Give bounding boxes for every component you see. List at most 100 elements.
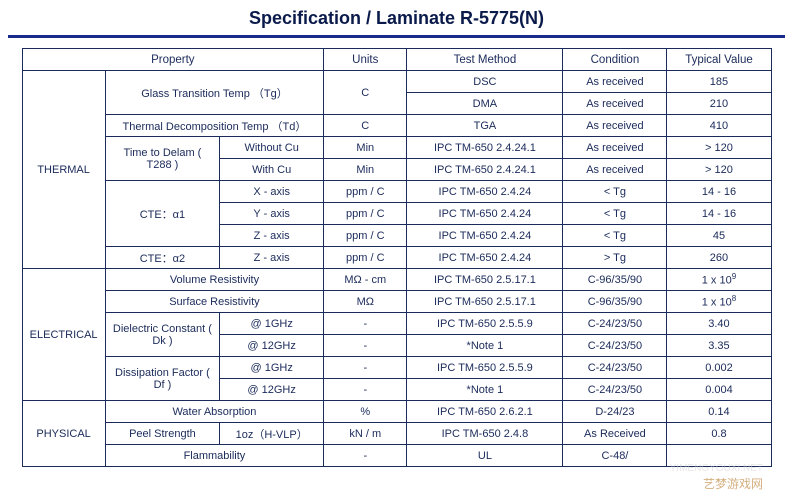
table-row: Surface Resistivity MΩ IPC TM-650 2.5.17… bbox=[22, 291, 771, 313]
cell-cond: D-24/23 bbox=[563, 401, 667, 423]
table-row: Dissipation Factor ( Df ) @ 1GHz - IPC T… bbox=[22, 357, 771, 379]
table-row: PHYSICAL Water Absorption % IPC TM-650 2… bbox=[22, 401, 771, 423]
cell-units: Min bbox=[324, 159, 407, 181]
cell-cond: As received bbox=[563, 159, 667, 181]
prop-t288: Time to Delam ( T288 ) bbox=[105, 137, 219, 181]
cell-units: - bbox=[324, 357, 407, 379]
title-rule bbox=[8, 35, 785, 38]
table-row: Thermal Decomposition Temp （Td） C TGA As… bbox=[22, 115, 771, 137]
cell-val: 0.8 bbox=[667, 423, 771, 445]
cell-units: ppm / C bbox=[324, 225, 407, 247]
cell-cond: As received bbox=[563, 115, 667, 137]
cat-thermal: THERMAL bbox=[22, 71, 105, 269]
hdr-val: Typical Value bbox=[667, 49, 771, 71]
cell-cond: As received bbox=[563, 137, 667, 159]
cell-cond: < Tg bbox=[563, 203, 667, 225]
hdr-property: Property bbox=[22, 49, 324, 71]
hdr-cond: Condition bbox=[563, 49, 667, 71]
cell-tm: IPC TM-650 2.5.5.9 bbox=[407, 313, 563, 335]
cell-cond: C-48/ bbox=[563, 445, 667, 467]
val-pre: 1 x 10 bbox=[702, 275, 732, 287]
cell-val: 0.002 bbox=[667, 357, 771, 379]
cell-val bbox=[667, 445, 771, 467]
cell-cond: As received bbox=[563, 71, 667, 93]
cell-tm: UL bbox=[407, 445, 563, 467]
cell-cond: < Tg bbox=[563, 225, 667, 247]
cell-cond: > Tg bbox=[563, 247, 667, 269]
cell-units: ppm / C bbox=[324, 181, 407, 203]
cell-units: % bbox=[324, 401, 407, 423]
cell-sub: Y - axis bbox=[220, 203, 324, 225]
cell-val: 185 bbox=[667, 71, 771, 93]
cell-tm: TGA bbox=[407, 115, 563, 137]
table-row: Time to Delam ( T288 ) Without Cu Min IP… bbox=[22, 137, 771, 159]
watermark-text: 艺梦游戏网 bbox=[703, 475, 763, 492]
cell-val: > 120 bbox=[667, 159, 771, 181]
cell-val: 0.004 bbox=[667, 379, 771, 401]
cell-tm: IPC TM-650 2.4.24 bbox=[407, 247, 563, 269]
cell-sub: Without Cu bbox=[220, 137, 324, 159]
cell-sub: With Cu bbox=[220, 159, 324, 181]
cell-val: 1 x 108 bbox=[667, 291, 771, 313]
prop-vr: Volume Resistivity bbox=[105, 269, 323, 291]
table-row: CTE：α2 Z - axis ppm / C IPC TM-650 2.4.2… bbox=[22, 247, 771, 269]
cell-val: 410 bbox=[667, 115, 771, 137]
cell-val: 1 x 109 bbox=[667, 269, 771, 291]
cat-physical: PHYSICAL bbox=[22, 401, 105, 467]
cell-tm: IPC TM-650 2.4.24 bbox=[407, 203, 563, 225]
hdr-tm: Test Method bbox=[407, 49, 563, 71]
cell-units: Min bbox=[324, 137, 407, 159]
prop-dk: Dielectric Constant ( Dk ) bbox=[105, 313, 219, 357]
cell-cond: C-24/23/50 bbox=[563, 335, 667, 357]
cell-tm: IPC TM-650 2.5.17.1 bbox=[407, 291, 563, 313]
table-header-row: Property Units Test Method Condition Typ… bbox=[22, 49, 771, 71]
cell-cond: C-96/35/90 bbox=[563, 291, 667, 313]
cell-val: 14 - 16 bbox=[667, 203, 771, 225]
cell-sub: @ 12GHz bbox=[220, 379, 324, 401]
cell-sub: Z - axis bbox=[220, 247, 324, 269]
prop-wa: Water Absorption bbox=[105, 401, 323, 423]
cell-val: 210 bbox=[667, 93, 771, 115]
cat-electrical: ELECTRICAL bbox=[22, 269, 105, 401]
cell-tm: *Note 1 bbox=[407, 335, 563, 357]
cell-units: ppm / C bbox=[324, 247, 407, 269]
prop-fl: Flammability bbox=[105, 445, 323, 467]
cell-tm: *Note 1 bbox=[407, 379, 563, 401]
cell-cond: As received bbox=[563, 93, 667, 115]
table-row: ELECTRICAL Volume Resistivity MΩ - cm IP… bbox=[22, 269, 771, 291]
cell-val: 0.14 bbox=[667, 401, 771, 423]
cell-units: MΩ - cm bbox=[324, 269, 407, 291]
cell-tm: IPC TM-650 2.5.5.9 bbox=[407, 357, 563, 379]
cell-val: > 120 bbox=[667, 137, 771, 159]
cell-units: C bbox=[324, 71, 407, 115]
cell-tm: IPC TM-650 2.4.24 bbox=[407, 181, 563, 203]
prop-sr: Surface Resistivity bbox=[105, 291, 323, 313]
prop-tg: Glass Transition Temp （Tg） bbox=[105, 71, 323, 115]
cell-tm: IPC TM-650 2.4.24.1 bbox=[407, 159, 563, 181]
cell-units: - bbox=[324, 445, 407, 467]
val-pre: 1 x 10 bbox=[702, 297, 732, 309]
cell-val: 3.35 bbox=[667, 335, 771, 357]
cell-units: - bbox=[324, 313, 407, 335]
cell-units: C bbox=[324, 115, 407, 137]
cell-sub: @ 1GHz bbox=[220, 313, 324, 335]
cell-val: 14 - 16 bbox=[667, 181, 771, 203]
table-row: Flammability - UL C-48/ bbox=[22, 445, 771, 467]
cell-sub: @ 12GHz bbox=[220, 335, 324, 357]
page-title: Specification / Laminate R-5775(N) bbox=[0, 0, 793, 35]
cell-cond: < Tg bbox=[563, 181, 667, 203]
cell-val: 260 bbox=[667, 247, 771, 269]
prop-cte2: CTE：α2 bbox=[105, 247, 219, 269]
spec-table: Property Units Test Method Condition Typ… bbox=[22, 48, 772, 467]
cell-tm: DMA bbox=[407, 93, 563, 115]
cell-cond: C-24/23/50 bbox=[563, 379, 667, 401]
prop-ps: Peel Strength bbox=[105, 423, 219, 445]
cell-units: kN / m bbox=[324, 423, 407, 445]
table-row: Dielectric Constant ( Dk ) @ 1GHz - IPC … bbox=[22, 313, 771, 335]
cell-cond: C-24/23/50 bbox=[563, 357, 667, 379]
cell-units: MΩ bbox=[324, 291, 407, 313]
cell-units: - bbox=[324, 379, 407, 401]
cell-val: 3.40 bbox=[667, 313, 771, 335]
cell-units: - bbox=[324, 335, 407, 357]
table-row: Peel Strength 1oz（H-VLP） kN / m IPC TM-6… bbox=[22, 423, 771, 445]
